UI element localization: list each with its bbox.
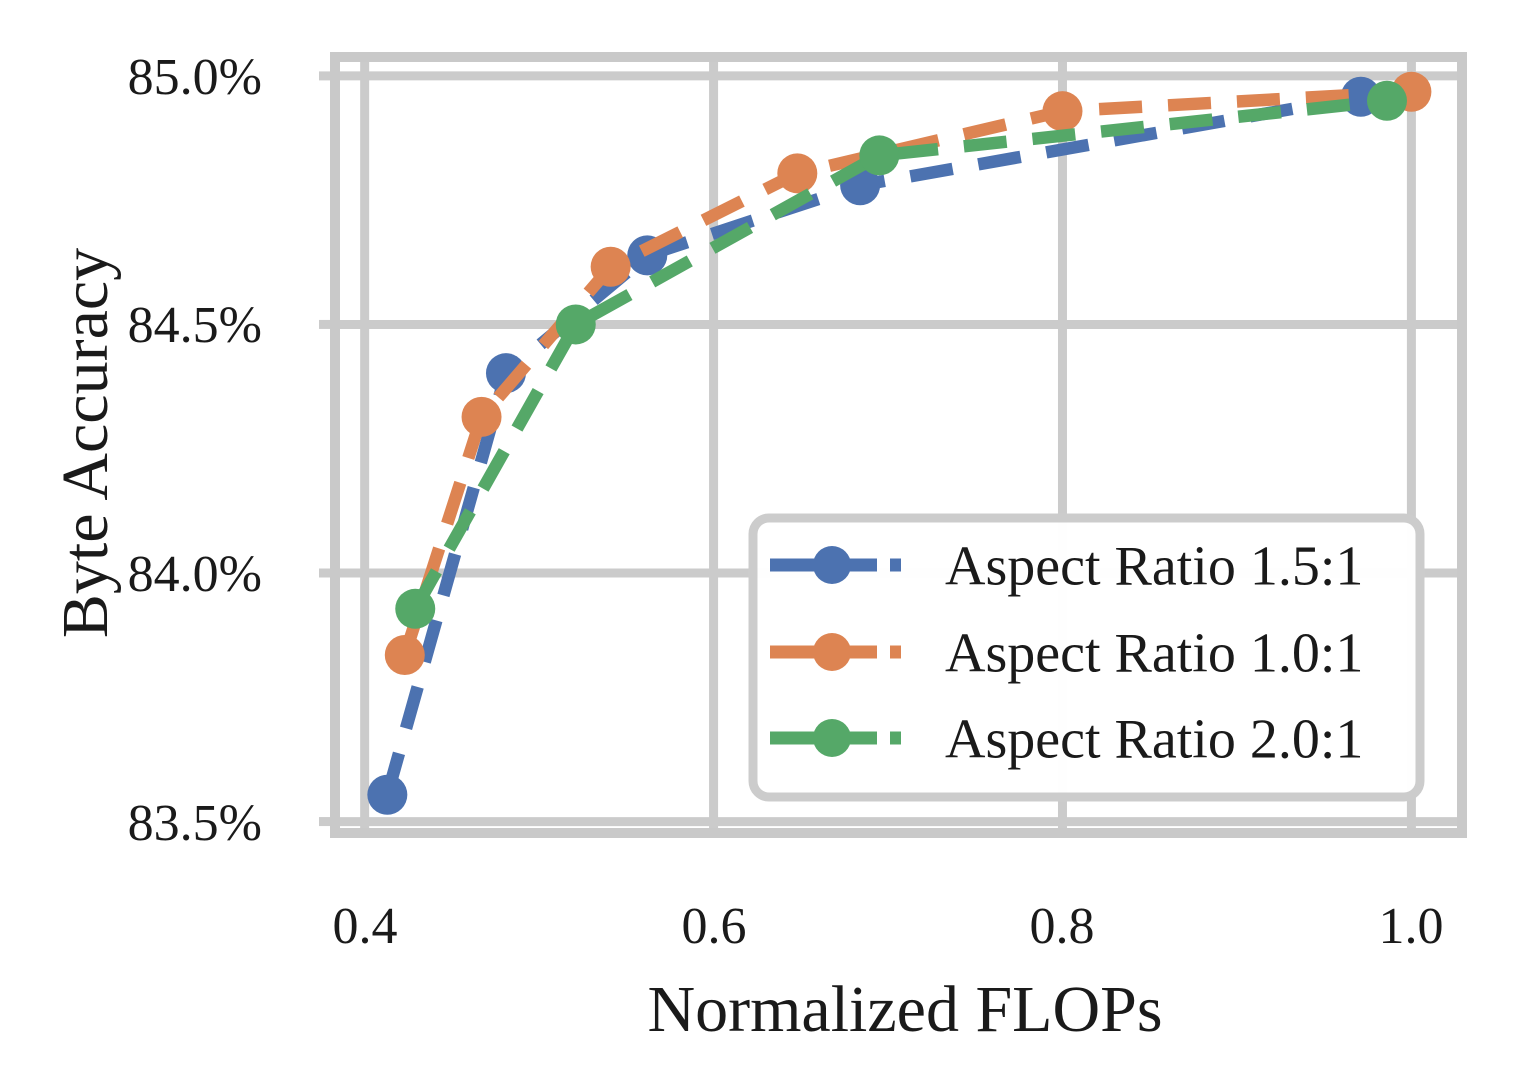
x-tick-label: 0.6: [682, 898, 747, 955]
x-tick-label: 0.8: [1030, 898, 1095, 955]
x-tick-label: 1.0: [1379, 898, 1444, 955]
x-tick-label: 0.4: [333, 898, 398, 955]
legend-box: [748, 513, 1425, 802]
x-axis-title: Normalized FLOPs: [647, 973, 1162, 1046]
legend-label: Aspect Ratio 1.5:1: [945, 536, 1363, 598]
data-point-aspect-ratio-1-0-1-0: [384, 635, 425, 676]
series-line-aspect-ratio-1-0-1: [398, 85, 1412, 657]
legend-handle-marker: [813, 633, 851, 671]
series-layer: [367, 71, 1432, 815]
y-axis-title: Byte Accuracy: [49, 248, 122, 638]
data-point-aspect-ratio-2-0-1-0: [395, 588, 436, 629]
series-line-aspect-ratio-2-0-1: [409, 94, 1388, 612]
plot-border: [330, 52, 1467, 838]
y-tick-label: 83.5%: [128, 795, 262, 852]
y-tick-label: 84.0%: [128, 546, 262, 603]
legend-handle-marker: [813, 546, 851, 584]
legend-handle-marker: [813, 719, 851, 757]
legend-layer: [748, 513, 1425, 802]
legend-label: Aspect Ratio 2.0:1: [945, 709, 1363, 771]
grid-layer: [319, 52, 1467, 838]
data-point-aspect-ratio-1-0-1-4: [1042, 91, 1083, 132]
legend-label: Aspect Ratio 1.0:1: [945, 623, 1363, 685]
data-point-aspect-ratio-1-0-1-2: [590, 246, 631, 287]
data-point-aspect-ratio-1-0-1-3: [777, 153, 818, 194]
data-point-aspect-ratio-2-0-1-2: [859, 135, 900, 176]
y-tick-label: 84.5%: [128, 297, 262, 354]
data-point-aspect-ratio-2-0-1-3: [1366, 80, 1407, 121]
y-tick-label: 85.0%: [128, 49, 262, 106]
data-point-aspect-ratio-1-0-1-1: [461, 396, 502, 437]
data-point-aspect-ratio-2-0-1-1: [555, 304, 596, 345]
text-layer: 85.0% 84.5% 84.0% 83.5% 0.4 0.6 0.8 1.0 …: [49, 49, 1443, 1046]
data-point-aspect-ratio-1-5-1-0: [367, 774, 408, 815]
